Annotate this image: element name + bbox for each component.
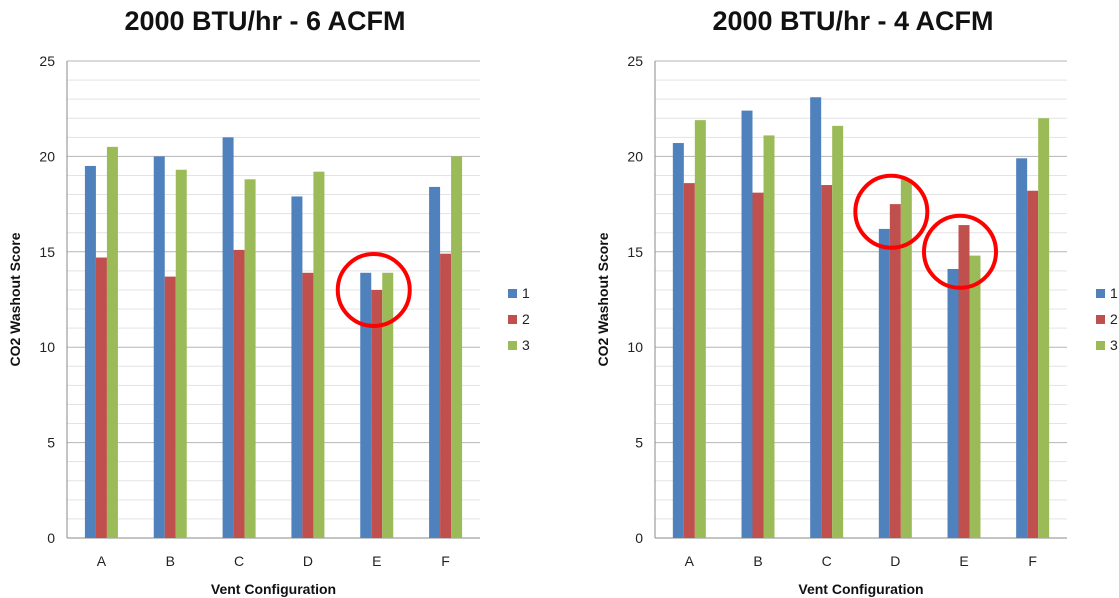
legend-swatch (508, 289, 517, 298)
bar-series-2-B (753, 193, 764, 538)
bar-series-3-A (107, 147, 118, 538)
bar-series-1-F (429, 187, 440, 538)
bar-series-2-D (302, 273, 313, 538)
x-axis-label: Vent Configuration (211, 581, 336, 597)
y-tick-label: 25 (627, 53, 643, 69)
chart-6-acfm: 0 5 10 15 20 25 A B C D E F 2000 BTU/hr - 6 ACFM Vent… (7, 6, 530, 597)
y-tick-label: 5 (635, 435, 643, 451)
bar-series-3-F (1038, 118, 1049, 538)
bar-series-2-F (440, 254, 451, 538)
x-tick-label: F (441, 553, 450, 569)
bar-series-2-C (821, 185, 832, 538)
x-tick-label: D (890, 553, 900, 569)
y-tick-label: 20 (627, 148, 643, 164)
bar-series-1-D (879, 229, 890, 538)
bar-series-1-A (673, 143, 684, 538)
bar-series-3-A (695, 120, 706, 538)
bar-series-2-A (96, 258, 107, 538)
legend-swatch (1096, 289, 1105, 298)
bar-series-1-B (154, 156, 165, 538)
y-tick-label: 10 (627, 339, 643, 355)
legend-swatch (1096, 341, 1105, 350)
y-tick-label: 0 (635, 530, 643, 546)
x-tick-label: A (97, 553, 107, 569)
bar-series-2-A (684, 183, 695, 538)
x-tick-label: D (303, 553, 313, 569)
legend-label: 2 (522, 311, 530, 327)
y-tick-label: 5 (47, 435, 55, 451)
bar-series-2-C (234, 250, 245, 538)
bar-series-1-D (291, 196, 302, 538)
bar-series-2-F (1027, 191, 1038, 538)
bar-series-3-B (764, 135, 775, 538)
legend-swatch (508, 341, 517, 350)
bar-series-1-E (360, 273, 371, 538)
bar-series-1-F (1016, 158, 1027, 538)
x-tick-label: B (753, 553, 762, 569)
y-tick-label: 0 (47, 530, 55, 546)
legend-label: 3 (1110, 337, 1118, 353)
legend-label: 1 (522, 285, 530, 301)
bar-series-2-B (165, 277, 176, 538)
x-tick-label: C (234, 553, 244, 569)
bar-series-3-D (901, 179, 912, 538)
bar-series-1-C (810, 97, 821, 538)
chart-title: 2000 BTU/hr - 6 ACFM (124, 6, 405, 36)
y-tick-label: 15 (39, 244, 55, 260)
bar-series-3-C (245, 179, 256, 538)
bar-series-3-E (970, 256, 981, 538)
x-tick-label: F (1028, 553, 1037, 569)
bar-series-3-D (313, 172, 324, 538)
y-axis-label: CO2 Washout Score (595, 232, 611, 366)
bar-series-3-B (176, 170, 187, 538)
bar-series-1-B (742, 111, 753, 538)
bar-series-3-F (451, 156, 462, 538)
legend-label: 1 (1110, 285, 1118, 301)
legend-swatch (508, 315, 517, 324)
x-tick-label: C (822, 553, 832, 569)
legend-label: 3 (522, 337, 530, 353)
x-tick-label: A (685, 553, 695, 569)
bar-series-2-D (890, 204, 901, 538)
bar-series-3-E (382, 273, 393, 538)
chart-title: 2000 BTU/hr - 4 ACFM (712, 6, 993, 36)
y-tick-label: 20 (39, 148, 55, 164)
x-tick-label: E (372, 553, 381, 569)
y-axis-label: CO2 Washout Score (7, 232, 23, 366)
y-tick-label: 15 (627, 244, 643, 260)
chart-4-acfm: 0 5 10 15 20 25 A B C D E F 2000 BTU/hr - 4 ACFM Vent… (595, 6, 1118, 597)
bar-series-1-E (948, 269, 959, 538)
bar-series-1-A (85, 166, 96, 538)
y-tick-label: 10 (39, 339, 55, 355)
x-tick-label: B (166, 553, 175, 569)
bar-series-2-E (959, 225, 970, 538)
x-axis-label: Vent Configuration (798, 581, 923, 597)
bar-series-3-C (832, 126, 843, 538)
legend-label: 2 (1110, 311, 1118, 327)
bar-series-1-C (223, 137, 234, 538)
legend-swatch (1096, 315, 1105, 324)
x-tick-label: E (959, 553, 968, 569)
y-tick-label: 25 (39, 53, 55, 69)
